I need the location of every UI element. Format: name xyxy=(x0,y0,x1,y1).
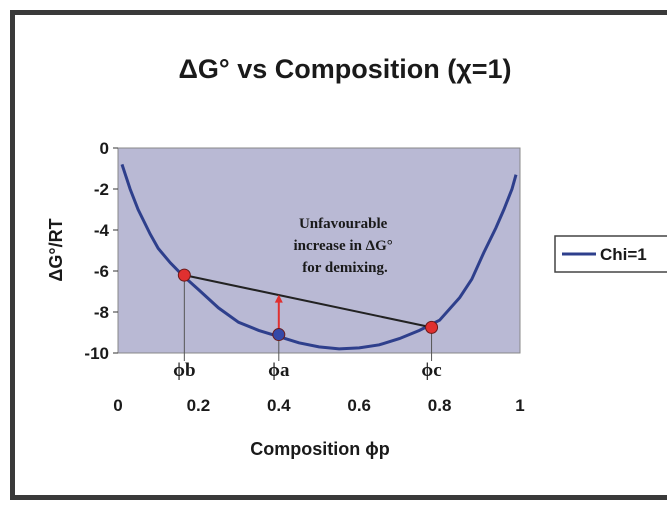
y-axis-label: ΔG°/RT xyxy=(46,218,66,281)
common-tangent-line xyxy=(184,274,432,329)
x-tick-label: 0.4 xyxy=(267,396,291,415)
annotation-line-3: for demixing. xyxy=(302,260,388,276)
legend: Chi=1 xyxy=(554,235,667,273)
y-tick-label: -8 xyxy=(94,303,109,322)
y-tick-label: -10 xyxy=(84,344,109,363)
chi-series-line xyxy=(120,163,518,351)
y-tick-label: -4 xyxy=(94,221,110,240)
increase-arrow-head xyxy=(274,294,283,303)
point-marker xyxy=(272,328,286,342)
legend-label: Chi=1 xyxy=(600,245,647,264)
plot-area xyxy=(117,147,521,354)
x-axis-label: Composition ϕp xyxy=(250,439,389,459)
chart-title: ΔG° vs Composition (χ=1) xyxy=(178,54,511,84)
y-tick-label: 0 xyxy=(100,139,109,158)
point-marker xyxy=(425,320,439,334)
x-tick-label: 0.2 xyxy=(187,396,211,415)
x-tick-label: 0.6 xyxy=(347,396,371,415)
x-tick-label: 1 xyxy=(515,396,524,415)
x-tick-label: 0 xyxy=(113,396,122,415)
y-tick-label: -2 xyxy=(94,180,109,199)
annotation-line-1: Unfavourable xyxy=(299,216,388,232)
annotation-line-2: increase in ΔG° xyxy=(293,238,392,254)
annotation: Unfavourable increase in ΔG° for demixin… xyxy=(293,216,396,276)
y-tick-label: -6 xyxy=(94,262,109,281)
x-tick-label: 0.8 xyxy=(428,396,452,415)
point-marker xyxy=(177,268,191,282)
phi-label: ϕa xyxy=(268,360,290,381)
phi-label: ϕb xyxy=(173,360,195,381)
phi-label: ϕc xyxy=(421,360,441,381)
